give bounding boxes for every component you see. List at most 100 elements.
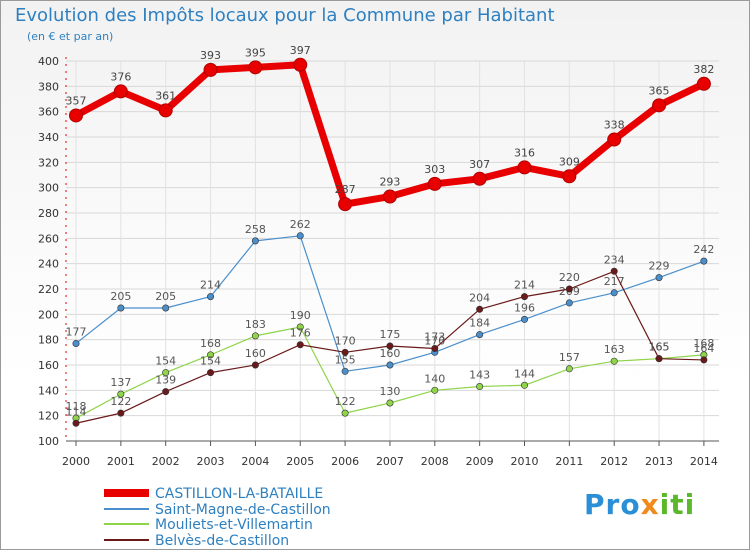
y-tick-label: 160 (38, 359, 59, 372)
data-point (700, 257, 708, 265)
data-point (296, 232, 304, 240)
data-label: 234 (604, 253, 625, 266)
y-tick-label: 140 (38, 384, 59, 397)
y-tick-label: 220 (38, 283, 59, 296)
data-label: 204 (469, 291, 490, 304)
data-label: 143 (469, 369, 490, 382)
data-label: 196 (514, 301, 535, 314)
data-point (655, 355, 663, 363)
data-point (341, 409, 349, 417)
data-label: 262 (290, 218, 311, 231)
data-label: 357 (66, 94, 87, 107)
x-tick-label: 2000 (62, 455, 90, 468)
data-label: 287 (335, 183, 356, 196)
data-point (117, 304, 125, 312)
y-tick-label: 280 (38, 207, 59, 220)
x-tick-label: 2005 (286, 455, 314, 468)
y-tick-label: 380 (38, 80, 59, 93)
data-label: 214 (514, 279, 535, 292)
y-tick-label: 400 (38, 55, 59, 68)
data-point (520, 315, 528, 323)
data-point (431, 345, 439, 353)
data-point (72, 339, 80, 347)
data-point (207, 293, 215, 301)
data-label: 307 (469, 158, 490, 171)
data-point (562, 169, 577, 184)
data-point (382, 189, 397, 204)
data-point (607, 132, 622, 147)
data-label: 175 (379, 328, 400, 341)
x-tick-label: 2002 (152, 455, 180, 468)
x-tick-label: 2008 (421, 455, 449, 468)
data-point (248, 60, 263, 75)
data-point (338, 197, 353, 212)
data-point (610, 357, 618, 365)
data-label: 303 (424, 163, 445, 176)
data-point (700, 356, 708, 364)
data-label: 293 (379, 176, 400, 189)
data-point (696, 76, 711, 91)
proxiti-logo: Proxiti (584, 488, 696, 521)
data-label: 316 (514, 146, 535, 159)
data-label: 118 (66, 400, 87, 413)
x-tick-label: 2007 (376, 455, 404, 468)
grid (66, 60, 719, 442)
data-label: 184 (469, 317, 490, 330)
series-group: 1772052052142582621551601701841962092172… (66, 44, 714, 427)
y-tick-label: 200 (38, 308, 59, 321)
data-label: 139 (155, 374, 176, 387)
legend-label: Belvès-de-Castillon (155, 533, 289, 549)
x-tick-label: 2012 (600, 455, 628, 468)
y-tick-label: 120 (38, 410, 59, 423)
y-tick-label: 100 (38, 435, 59, 448)
data-label: 242 (693, 243, 714, 256)
data-point (69, 108, 83, 123)
y-tick-label: 260 (38, 232, 59, 245)
data-label: 177 (66, 325, 87, 338)
data-label: 165 (649, 341, 670, 354)
data-label: 176 (290, 327, 311, 340)
x-tick-label: 2001 (107, 455, 135, 468)
data-point (251, 361, 259, 369)
data-label: 214 (200, 279, 221, 292)
data-point (117, 390, 125, 398)
data-label: 205 (110, 290, 131, 303)
data-point (520, 381, 528, 389)
data-label: 140 (424, 372, 445, 385)
data-label: 173 (424, 331, 445, 344)
data-point (565, 299, 573, 307)
data-label: 157 (559, 351, 580, 364)
data-label: 393 (200, 49, 221, 62)
data-label: 229 (649, 260, 670, 273)
data-label: 163 (604, 343, 625, 356)
data-label: 160 (245, 347, 266, 360)
data-point (655, 274, 663, 282)
data-label: 144 (514, 367, 535, 380)
data-point (476, 331, 484, 339)
data-point (565, 285, 573, 293)
data-point (565, 365, 573, 373)
data-label: 365 (649, 84, 670, 97)
y-tick-label: 340 (38, 131, 59, 144)
data-point (207, 351, 215, 359)
data-label: 164 (693, 342, 714, 355)
data-point (341, 348, 349, 356)
axes: 100 120 140 160 180 200 220 240 260 280 300 320 340 3… (38, 55, 719, 468)
data-label: 114 (66, 405, 87, 418)
data-label: 190 (290, 309, 311, 322)
x-tick-label: 2013 (645, 455, 673, 468)
data-point (158, 103, 173, 118)
data-point (427, 176, 442, 191)
data-point (203, 62, 218, 77)
data-point (341, 367, 349, 375)
data-label: 382 (693, 63, 714, 76)
x-tick-label: 2004 (241, 455, 269, 468)
y-tick-label: 240 (38, 258, 59, 271)
data-point (207, 369, 215, 377)
data-point (431, 386, 439, 394)
x-tick-label: 2014 (690, 455, 718, 468)
y-tick-label: 360 (38, 106, 59, 119)
data-point (517, 160, 532, 175)
